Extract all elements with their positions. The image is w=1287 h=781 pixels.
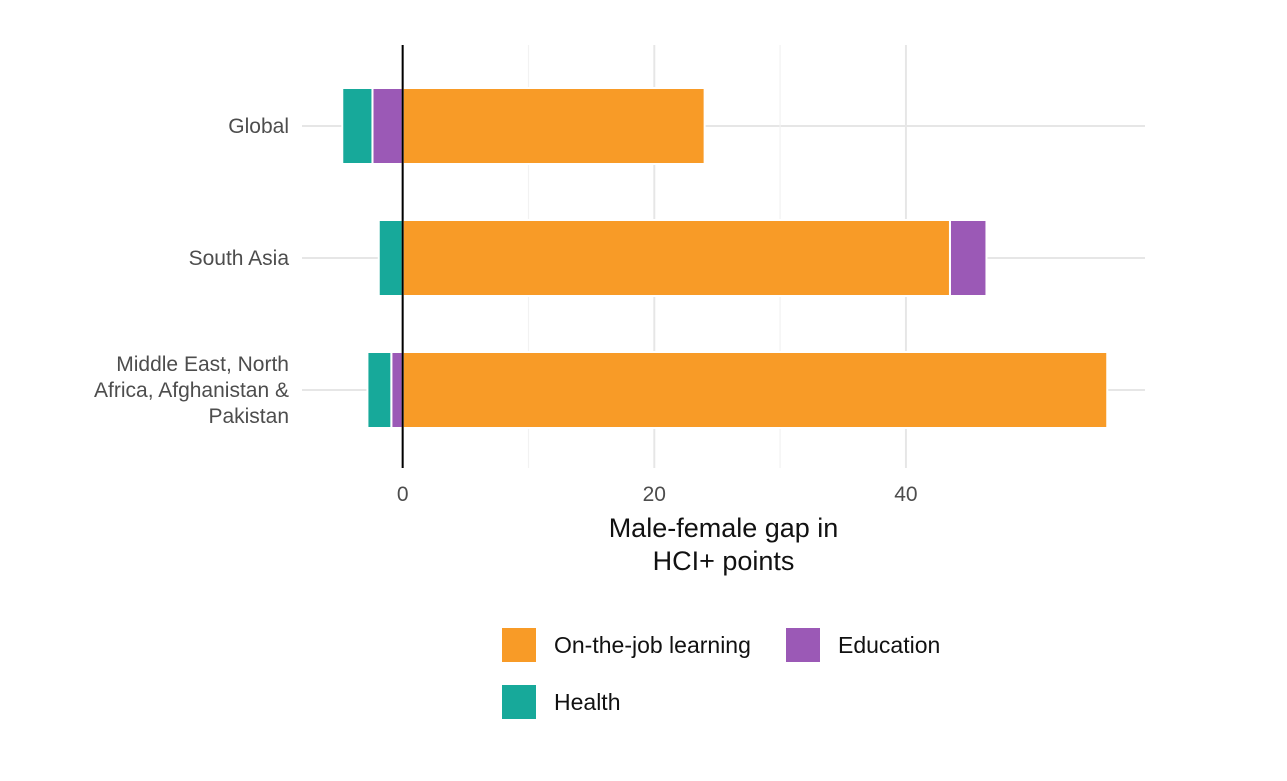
category-label: Middle East, North [116, 353, 289, 376]
category-label: Pakistan [208, 405, 289, 428]
category-label: Africa, Afghanistan & [94, 379, 289, 402]
x-axis-title-line: HCI+ points [653, 546, 795, 576]
bars [341, 87, 1109, 429]
legend-swatch [786, 628, 820, 662]
category-labels: Global South Asia Middle East, North Africa… [94, 115, 289, 428]
category-label: Global [228, 115, 289, 138]
bar-segment-education [948, 219, 988, 297]
x-axis-title-line: Male-female gap in [609, 513, 839, 543]
bar-segment-on-the-job-learning [401, 87, 706, 165]
legend: On-the-job learning Education Health [502, 628, 940, 719]
legend-label: On-the-job learning [554, 632, 751, 658]
bar-segment-education [371, 87, 404, 165]
bar-segment-health [377, 219, 404, 297]
legend-label: Education [838, 632, 940, 658]
bar-segment-health [366, 351, 393, 429]
legend-swatch [502, 685, 536, 719]
x-tick-labels: 0 20 40 [397, 483, 918, 506]
x-tick-label: 0 [397, 483, 409, 506]
legend-swatch [502, 628, 536, 662]
x-tick-label: 20 [643, 483, 666, 506]
legend-label: Health [554, 689, 620, 715]
category-label: South Asia [189, 247, 290, 270]
bar-segment-on-the-job-learning [401, 219, 951, 297]
bar-segment-education [390, 351, 404, 429]
bar-segment-on-the-job-learning [401, 351, 1109, 429]
x-tick-label: 40 [894, 483, 917, 506]
bar-segment-health [341, 87, 374, 165]
